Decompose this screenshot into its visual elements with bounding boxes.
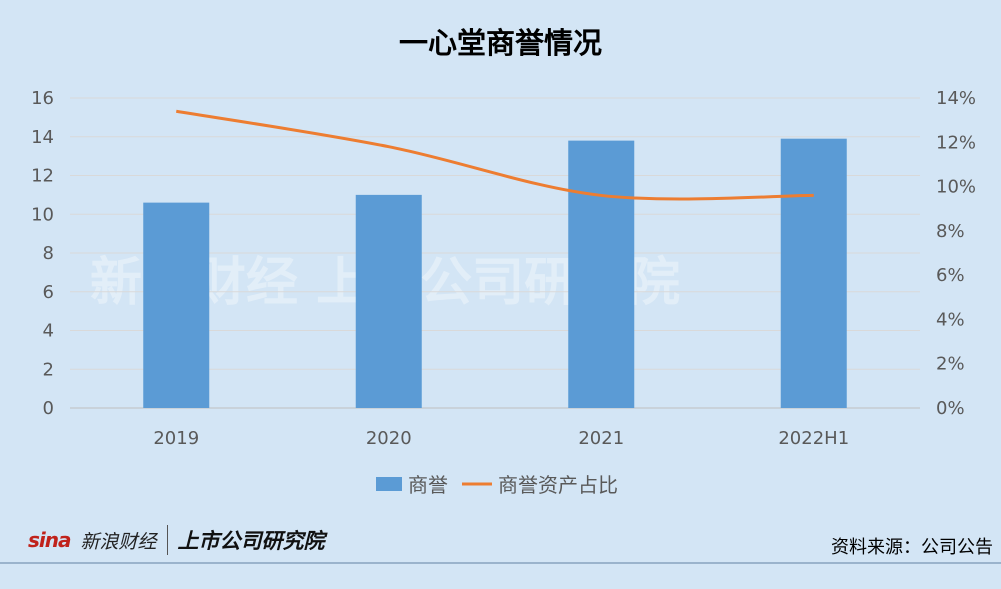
x-tick-label: 2022H1 <box>778 428 849 449</box>
line-series <box>176 109 814 201</box>
left-tick-label: 16 <box>31 88 54 109</box>
legend-bar-label: 商誉 <box>408 473 448 497</box>
right-tick-label: 10% <box>936 177 976 198</box>
brand-institute: 上市公司研究院 <box>177 529 325 553</box>
legend: 商誉 商誉资产占比 <box>376 473 618 497</box>
brand-name: 新浪财经 <box>80 530 157 553</box>
bottom-divider <box>0 562 1001 564</box>
sina-logo: sina <box>28 528 71 552</box>
right-tick-label: 4% <box>936 309 965 330</box>
x-tick-label: 2019 <box>153 428 199 449</box>
right-tick-label: 6% <box>936 265 965 286</box>
grid-lines <box>70 97 920 409</box>
right-tick-label: 2% <box>936 354 965 375</box>
bar <box>143 202 210 408</box>
ratio-line <box>176 109 814 201</box>
right-tick-label: 14% <box>936 88 976 109</box>
left-tick-label: 14 <box>31 127 54 148</box>
left-tick-label: 12 <box>31 166 54 187</box>
left-tick-label: 2 <box>43 359 54 380</box>
bar <box>355 194 422 408</box>
x-tick-label: 2020 <box>366 428 412 449</box>
bar-series <box>143 138 847 408</box>
left-tick-label: 10 <box>31 204 54 225</box>
brand-divider <box>166 525 168 555</box>
x-axis-labels: 2019 2020 2021 2022H1 <box>153 428 849 449</box>
brand-footer: sina 新浪财经 上市公司研究院 <box>28 520 325 560</box>
legend-line-label: 商誉资产占比 <box>498 473 618 497</box>
bar <box>780 138 847 408</box>
left-tick-label: 6 <box>43 282 54 303</box>
source-note: 资料来源：公司公告 <box>831 537 993 558</box>
bar <box>568 140 635 408</box>
right-tick-label: 0% <box>936 398 965 419</box>
right-axis-ticks: 0% 2% 4% 6% 8% 10% 12% 14% <box>936 88 976 419</box>
legend-bar-swatch <box>376 477 402 491</box>
left-axis-ticks: 0 2 4 6 8 10 12 14 16 <box>31 88 54 419</box>
right-tick-label: 12% <box>936 132 976 153</box>
left-tick-label: 0 <box>43 398 54 419</box>
right-tick-label: 8% <box>936 221 965 242</box>
left-tick-label: 4 <box>43 321 54 342</box>
x-tick-label: 2021 <box>578 428 624 449</box>
left-tick-label: 8 <box>43 243 54 264</box>
chart-title: 一心堂商誉情况 <box>398 26 602 60</box>
